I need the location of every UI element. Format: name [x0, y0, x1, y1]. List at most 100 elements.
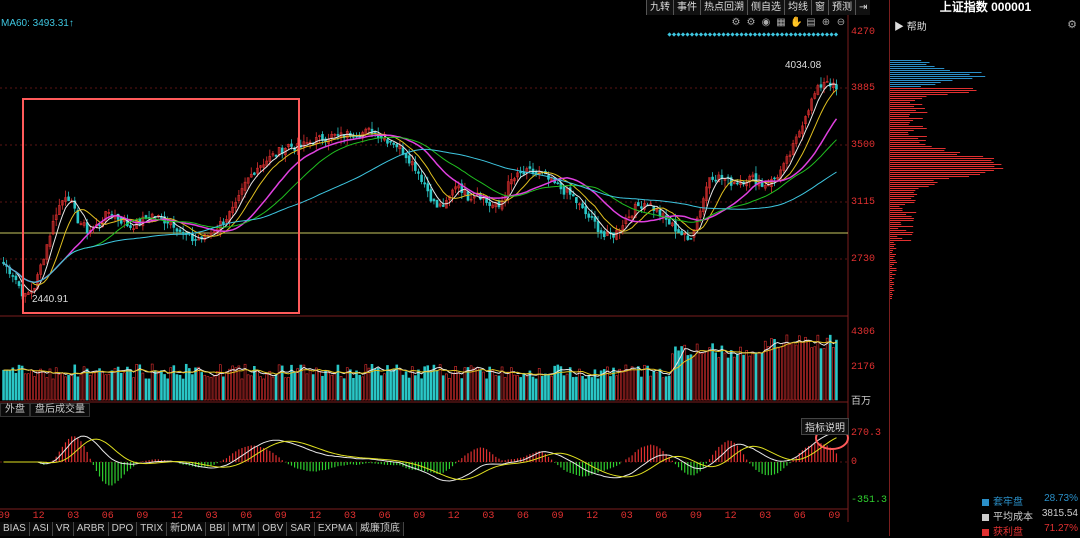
tab-trix[interactable]: TRIX: [137, 522, 168, 536]
volume-bar: [615, 375, 618, 401]
volume-bar: [5, 369, 8, 401]
gear-icon[interactable]: ⚙: [1067, 19, 1077, 31]
event-marker: [743, 32, 749, 37]
chart-main-area[interactable]: 九转 事件 热点回溯 侧自选 均线 窗 预测 ⇥ ⚙ ⚙ ◉ ▦ ✋ ▤ ⊕ ⊖…: [0, 0, 888, 536]
toolbar-btn-forecast[interactable]: 预测: [828, 0, 855, 15]
volume-bar: [169, 367, 173, 401]
kline-chart[interactable]: [0, 0, 888, 536]
volume-bar: [717, 357, 721, 401]
chip-bar: [890, 114, 910, 115]
candle-body: [435, 199, 439, 208]
volume-bar: [376, 367, 380, 401]
event-marker: [770, 32, 776, 37]
candle-body: [816, 85, 820, 95]
volume-bar: [172, 365, 176, 401]
toolbar-btn-events[interactable]: 事件: [673, 0, 700, 15]
toolbar-btn-ma[interactable]: 均线: [784, 0, 811, 15]
tab-vr[interactable]: VR: [52, 522, 74, 536]
chip-bar: [890, 272, 893, 273]
indicator-info-button[interactable]: 指标说明: [801, 418, 849, 435]
candle-body: [466, 191, 470, 201]
calendar-icon[interactable]: ▦: [776, 17, 786, 28]
candle-body: [420, 174, 423, 182]
settings-icon[interactable]: ⚙: [731, 17, 741, 28]
trash-icon[interactable]: ▤: [806, 17, 816, 28]
tab-outer-disk[interactable]: 外盘: [0, 403, 30, 417]
tab-sar[interactable]: SAR: [287, 522, 315, 536]
tab-williams[interactable]: 威廉顶底: [356, 522, 404, 536]
toolbar-btn-window[interactable]: 窗: [811, 0, 828, 15]
time-axis-label: 12: [586, 511, 599, 522]
candle-body: [169, 221, 173, 226]
candle-body: [212, 231, 216, 234]
volume-bar: [330, 374, 334, 401]
hand-icon[interactable]: ✋: [790, 17, 803, 28]
candle-body: [231, 206, 234, 214]
volume-bar: [349, 369, 352, 401]
chip-bar: [890, 238, 903, 239]
candle-body: [333, 134, 337, 136]
event-marker: [712, 32, 717, 37]
toolbar-btn-jiuzhuan[interactable]: 九转: [646, 0, 673, 15]
tab-dpo[interactable]: DPO: [108, 522, 138, 536]
tab-expma[interactable]: EXPMA: [314, 522, 357, 536]
tab-arbr[interactable]: ARBR: [73, 522, 109, 536]
candle-body: [370, 128, 374, 134]
toolbar-btn-expand[interactable]: ⇥: [855, 0, 871, 15]
candles: [2, 75, 838, 303]
event-marker: [766, 32, 771, 37]
tab-after-hours[interactable]: 盘后成交量: [30, 403, 90, 417]
candle-body: [54, 214, 58, 221]
chip-bar: [890, 66, 935, 67]
chip-bar: [890, 294, 893, 295]
help-link[interactable]: ▶ 帮助: [894, 22, 927, 33]
tab-obv[interactable]: OBV: [259, 522, 288, 536]
candle-body: [429, 189, 433, 202]
settings-icon[interactable]: ⚙: [746, 17, 756, 28]
chip-bar: [890, 104, 923, 105]
chip-bar: [890, 230, 907, 231]
volume-bar: [23, 373, 27, 401]
legend-profit: 获利盘 71.27%: [982, 523, 1078, 538]
volume-bar: [633, 369, 637, 401]
chip-bar: [890, 144, 926, 145]
volume-bar: [194, 367, 197, 401]
candle-body: [463, 189, 467, 196]
chip-bar: [890, 216, 912, 217]
indicator-dif-line: [3, 432, 837, 482]
tab-mtm[interactable]: MTM: [229, 522, 260, 536]
candle-body: [689, 238, 693, 240]
chip-bar: [890, 296, 892, 297]
volume-bar: [253, 366, 256, 401]
time-axis-label: 03: [344, 511, 357, 522]
tab-new-dma[interactable]: 新DMA: [167, 522, 207, 536]
chip-bar: [890, 70, 950, 71]
volume-bar: [333, 372, 337, 401]
volume-bar: [293, 372, 296, 401]
zoom-in-icon[interactable]: ⊕: [821, 17, 831, 28]
candle-body: [438, 203, 442, 207]
candle-body: [268, 155, 272, 162]
volume-bar: [383, 373, 386, 401]
volume-bar: [441, 375, 445, 401]
toolbar-btn-watchlist[interactable]: 侧自选: [747, 0, 784, 15]
tab-bias[interactable]: BIAS: [0, 522, 30, 536]
volume-bar: [101, 371, 104, 401]
chip-bar: [890, 174, 981, 175]
volume-bar: [339, 376, 343, 401]
candle-body: [426, 183, 430, 192]
eye-icon[interactable]: ◉: [761, 17, 771, 28]
candle-body: [14, 275, 18, 280]
candle-body: [373, 131, 377, 133]
candle-body: [197, 238, 200, 241]
tab-bbi[interactable]: BBI: [206, 522, 230, 536]
volume-axis-label: 4306: [851, 327, 876, 338]
volume-axis-unit: 百万: [851, 397, 871, 408]
event-marker: [761, 32, 767, 37]
tab-asi[interactable]: ASI: [29, 522, 53, 536]
candle-body: [723, 178, 727, 181]
volume-bar: [107, 373, 111, 401]
zoom-out-icon[interactable]: ⊖: [836, 17, 846, 28]
chip-bar: [890, 262, 897, 263]
toolbar-btn-hotspot[interactable]: 热点回溯: [700, 0, 747, 15]
